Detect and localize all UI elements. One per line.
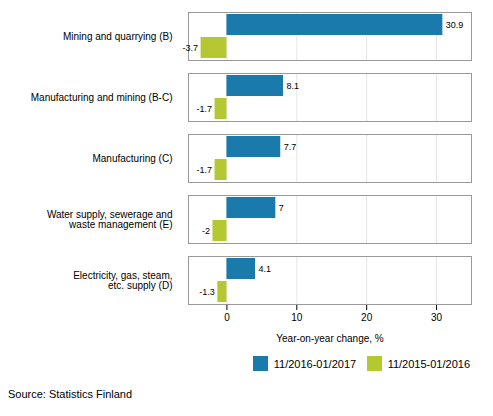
svg-text:Electricity, gas, steam,etc. s: Electricity, gas, steam,etc. supply (D) <box>73 270 172 291</box>
svg-text:-3.7: -3.7 <box>183 43 199 53</box>
svg-text:30: 30 <box>431 312 443 323</box>
svg-text:0: 0 <box>224 312 230 323</box>
svg-text:10: 10 <box>291 312 303 323</box>
html-text:Source: Statistics Finland: Source: Statistics Finland <box>8 387 133 400</box>
html-text:11/2015-01/2016: 11/2015-01/2016 <box>387 357 470 370</box>
svg-text:-1.3: -1.3 <box>199 287 215 297</box>
svg-text:Mining and quarrying (B): Mining and quarrying (B) <box>63 31 173 42</box>
svg-text:30.9: 30.9 <box>446 20 464 30</box>
svg-text:Manufacturing and mining (B-C): Manufacturing and mining (B-C) <box>31 92 173 103</box>
svg-text:Year-on-year change, %: Year-on-year change, % <box>276 333 384 344</box>
svg-text:-1.7: -1.7 <box>197 104 213 114</box>
svg-text:7: 7 <box>279 203 284 213</box>
html-text:11/2016-01/2017: 11/2016-01/2017 <box>273 357 357 370</box>
svg-text:4.1: 4.1 <box>259 264 272 274</box>
svg-text:Manufacturing (C): Manufacturing (C) <box>92 153 172 164</box>
svg-text:20: 20 <box>361 312 373 323</box>
svg-text:8.1: 8.1 <box>287 81 300 91</box>
svg-text:-2: -2 <box>202 226 210 236</box>
svg-text:7.7: 7.7 <box>284 142 297 152</box>
svg-text:-1.7: -1.7 <box>197 165 213 175</box>
svg-text:Water supply, sewerage andwast: Water supply, sewerage andwaste manageme… <box>47 209 173 230</box>
